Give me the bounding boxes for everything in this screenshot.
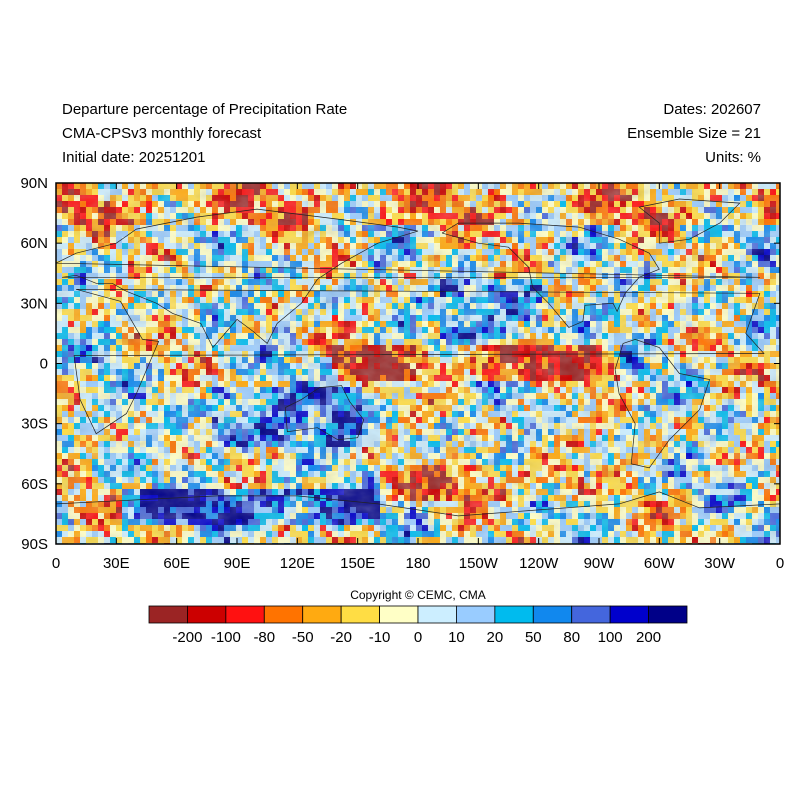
lon-tick-label: 60E bbox=[163, 555, 190, 572]
colorbar-swatch bbox=[648, 605, 688, 624]
coastline bbox=[56, 208, 760, 349]
coastline bbox=[56, 491, 780, 517]
lon-tick-label: 120W bbox=[519, 555, 559, 572]
lon-tick-label: 60W bbox=[644, 555, 676, 572]
colorbar-label: -100 bbox=[211, 629, 241, 646]
colorbar-label: -200 bbox=[172, 629, 202, 646]
initial-date-label: Initial date: 20251201 bbox=[62, 149, 206, 166]
lon-tick-label: 30W bbox=[704, 555, 736, 572]
model-label: CMA-CPSv3 monthly forecast bbox=[62, 125, 262, 142]
lat-tick-label: 30S bbox=[21, 416, 48, 433]
lon-tick-label: 0 bbox=[52, 555, 60, 572]
colorbar-label: -50 bbox=[292, 629, 314, 646]
coastline bbox=[638, 198, 741, 244]
colorbar-swatch bbox=[148, 605, 188, 624]
dates-label: Dates: 202607 bbox=[663, 101, 761, 118]
colorbar-label: 10 bbox=[448, 629, 465, 646]
lon-tick-label: 150W bbox=[459, 555, 499, 572]
coastline bbox=[284, 385, 365, 441]
lon-tick-label: 30E bbox=[103, 555, 130, 572]
colorbar-swatch bbox=[417, 605, 457, 624]
lat-tick-label: 90N bbox=[20, 175, 48, 192]
colorbar-swatch bbox=[532, 605, 573, 624]
units-label: Units: % bbox=[705, 149, 761, 166]
colorbar-label: 0 bbox=[414, 629, 422, 646]
lon-tick-label: 90W bbox=[584, 555, 616, 572]
colorbar-swatch bbox=[225, 605, 265, 624]
colorbar-swatch bbox=[571, 605, 611, 624]
header-right: Dates: 202607 Ensemble Size = 21 Units: … bbox=[627, 98, 761, 170]
coastline bbox=[73, 288, 765, 435]
lat-tick-label: 0 bbox=[40, 356, 48, 373]
lat-tick-label: 60S bbox=[21, 476, 48, 493]
chart-title: Departure percentage of Precipitation Ra… bbox=[62, 101, 348, 118]
colorbar-swatch bbox=[263, 605, 304, 624]
coastline bbox=[614, 339, 711, 469]
colorbar-swatch bbox=[340, 605, 380, 624]
lon-tick-label: 90E bbox=[224, 555, 251, 572]
colorbar-label: 100 bbox=[598, 629, 623, 646]
colorbar-swatch bbox=[302, 605, 342, 624]
lon-tick-label: 0 bbox=[776, 555, 784, 572]
colorbar-label: -10 bbox=[369, 629, 391, 646]
ensemble-size-label: Ensemble Size = 21 bbox=[627, 125, 761, 142]
colorbar: -200 -100 -80 -50 -20 -10 0 10 20 50 80 100 200 bbox=[148, 605, 688, 646]
colorbar-swatch bbox=[187, 605, 227, 624]
colorbar-swatch bbox=[456, 605, 496, 624]
lat-tick-label: 60N bbox=[20, 235, 48, 252]
lon-tick-label: 150E bbox=[340, 555, 375, 572]
lat-tick-label: 30N bbox=[20, 295, 48, 312]
coastline bbox=[441, 222, 660, 328]
colorbar-label: 50 bbox=[525, 629, 542, 646]
colorbar-label: -80 bbox=[253, 629, 275, 646]
colorbar-swatch bbox=[494, 605, 534, 624]
colorbar-label: 80 bbox=[563, 629, 580, 646]
precipitation-field bbox=[56, 183, 780, 544]
header-left: Departure percentage of Precipitation Ra… bbox=[62, 98, 347, 170]
colorbar-label: 20 bbox=[487, 629, 504, 646]
colorbar-swatch bbox=[379, 605, 419, 624]
lat-tick-label: 90S bbox=[21, 536, 48, 553]
copyright-label: Copyright © CEMC, CMA bbox=[350, 588, 486, 602]
colorbar-label: -20 bbox=[330, 629, 352, 646]
colorbar-swatch bbox=[609, 605, 649, 624]
lon-tick-label: 180 bbox=[405, 555, 430, 572]
colorbar-label: 200 bbox=[636, 629, 661, 646]
lon-tick-label: 120E bbox=[280, 555, 315, 572]
